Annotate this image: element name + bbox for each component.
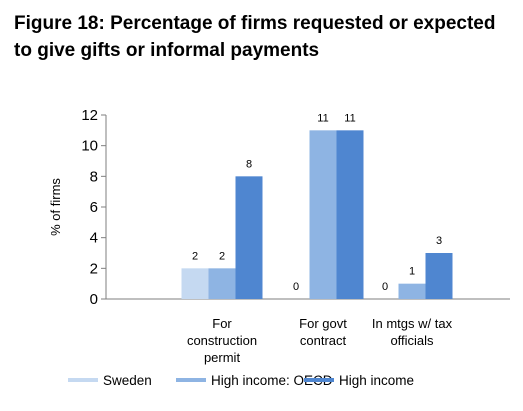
y-tick-label: 10 bbox=[81, 138, 98, 155]
y-tick-label: 12 bbox=[81, 107, 98, 124]
x-tick-label: For govt bbox=[299, 316, 347, 331]
y-tick-label: 0 bbox=[90, 291, 98, 308]
data-label: 11 bbox=[317, 112, 328, 124]
data-label: 11 bbox=[344, 112, 355, 124]
data-label: 0 bbox=[382, 281, 388, 293]
bar bbox=[181, 268, 209, 299]
y-tick-label: 4 bbox=[90, 230, 98, 247]
bar bbox=[309, 130, 337, 299]
legend-entry: Sweden bbox=[103, 373, 152, 388]
x-tick-label: officials bbox=[390, 333, 434, 348]
y-tick-label: 8 bbox=[90, 168, 98, 185]
chart-title: Figure 18: Percentage of firms requested… bbox=[14, 10, 514, 64]
legend-entry: High income bbox=[339, 373, 414, 388]
x-tick-label: contract bbox=[300, 333, 347, 348]
bar bbox=[235, 176, 263, 299]
bar bbox=[208, 268, 236, 299]
y-tick-label: 6 bbox=[90, 199, 98, 216]
chart-title-line-1: Figure 18: Percentage of firms requested… bbox=[14, 13, 496, 34]
data-label: 8 bbox=[246, 158, 252, 170]
bar bbox=[336, 130, 364, 299]
data-label: 3 bbox=[436, 235, 442, 247]
x-tick-label: In mtgs w/ tax bbox=[372, 316, 453, 331]
data-label: 2 bbox=[192, 250, 198, 262]
x-tick-label: construction bbox=[187, 333, 257, 348]
data-label: 2 bbox=[219, 250, 225, 262]
y-tick-label: 2 bbox=[90, 260, 98, 277]
data-label: 1 bbox=[409, 266, 415, 278]
x-tick-label: permit bbox=[204, 350, 241, 365]
bar bbox=[425, 253, 453, 299]
legend-entry: High income: OECD bbox=[211, 373, 333, 388]
bar bbox=[398, 283, 426, 299]
data-label: 0 bbox=[293, 281, 299, 293]
chart-title-line-2: to give gifts or informal payments bbox=[14, 40, 320, 61]
y-axis-label: % of firms bbox=[48, 178, 63, 236]
x-tick-label: For bbox=[212, 316, 232, 331]
